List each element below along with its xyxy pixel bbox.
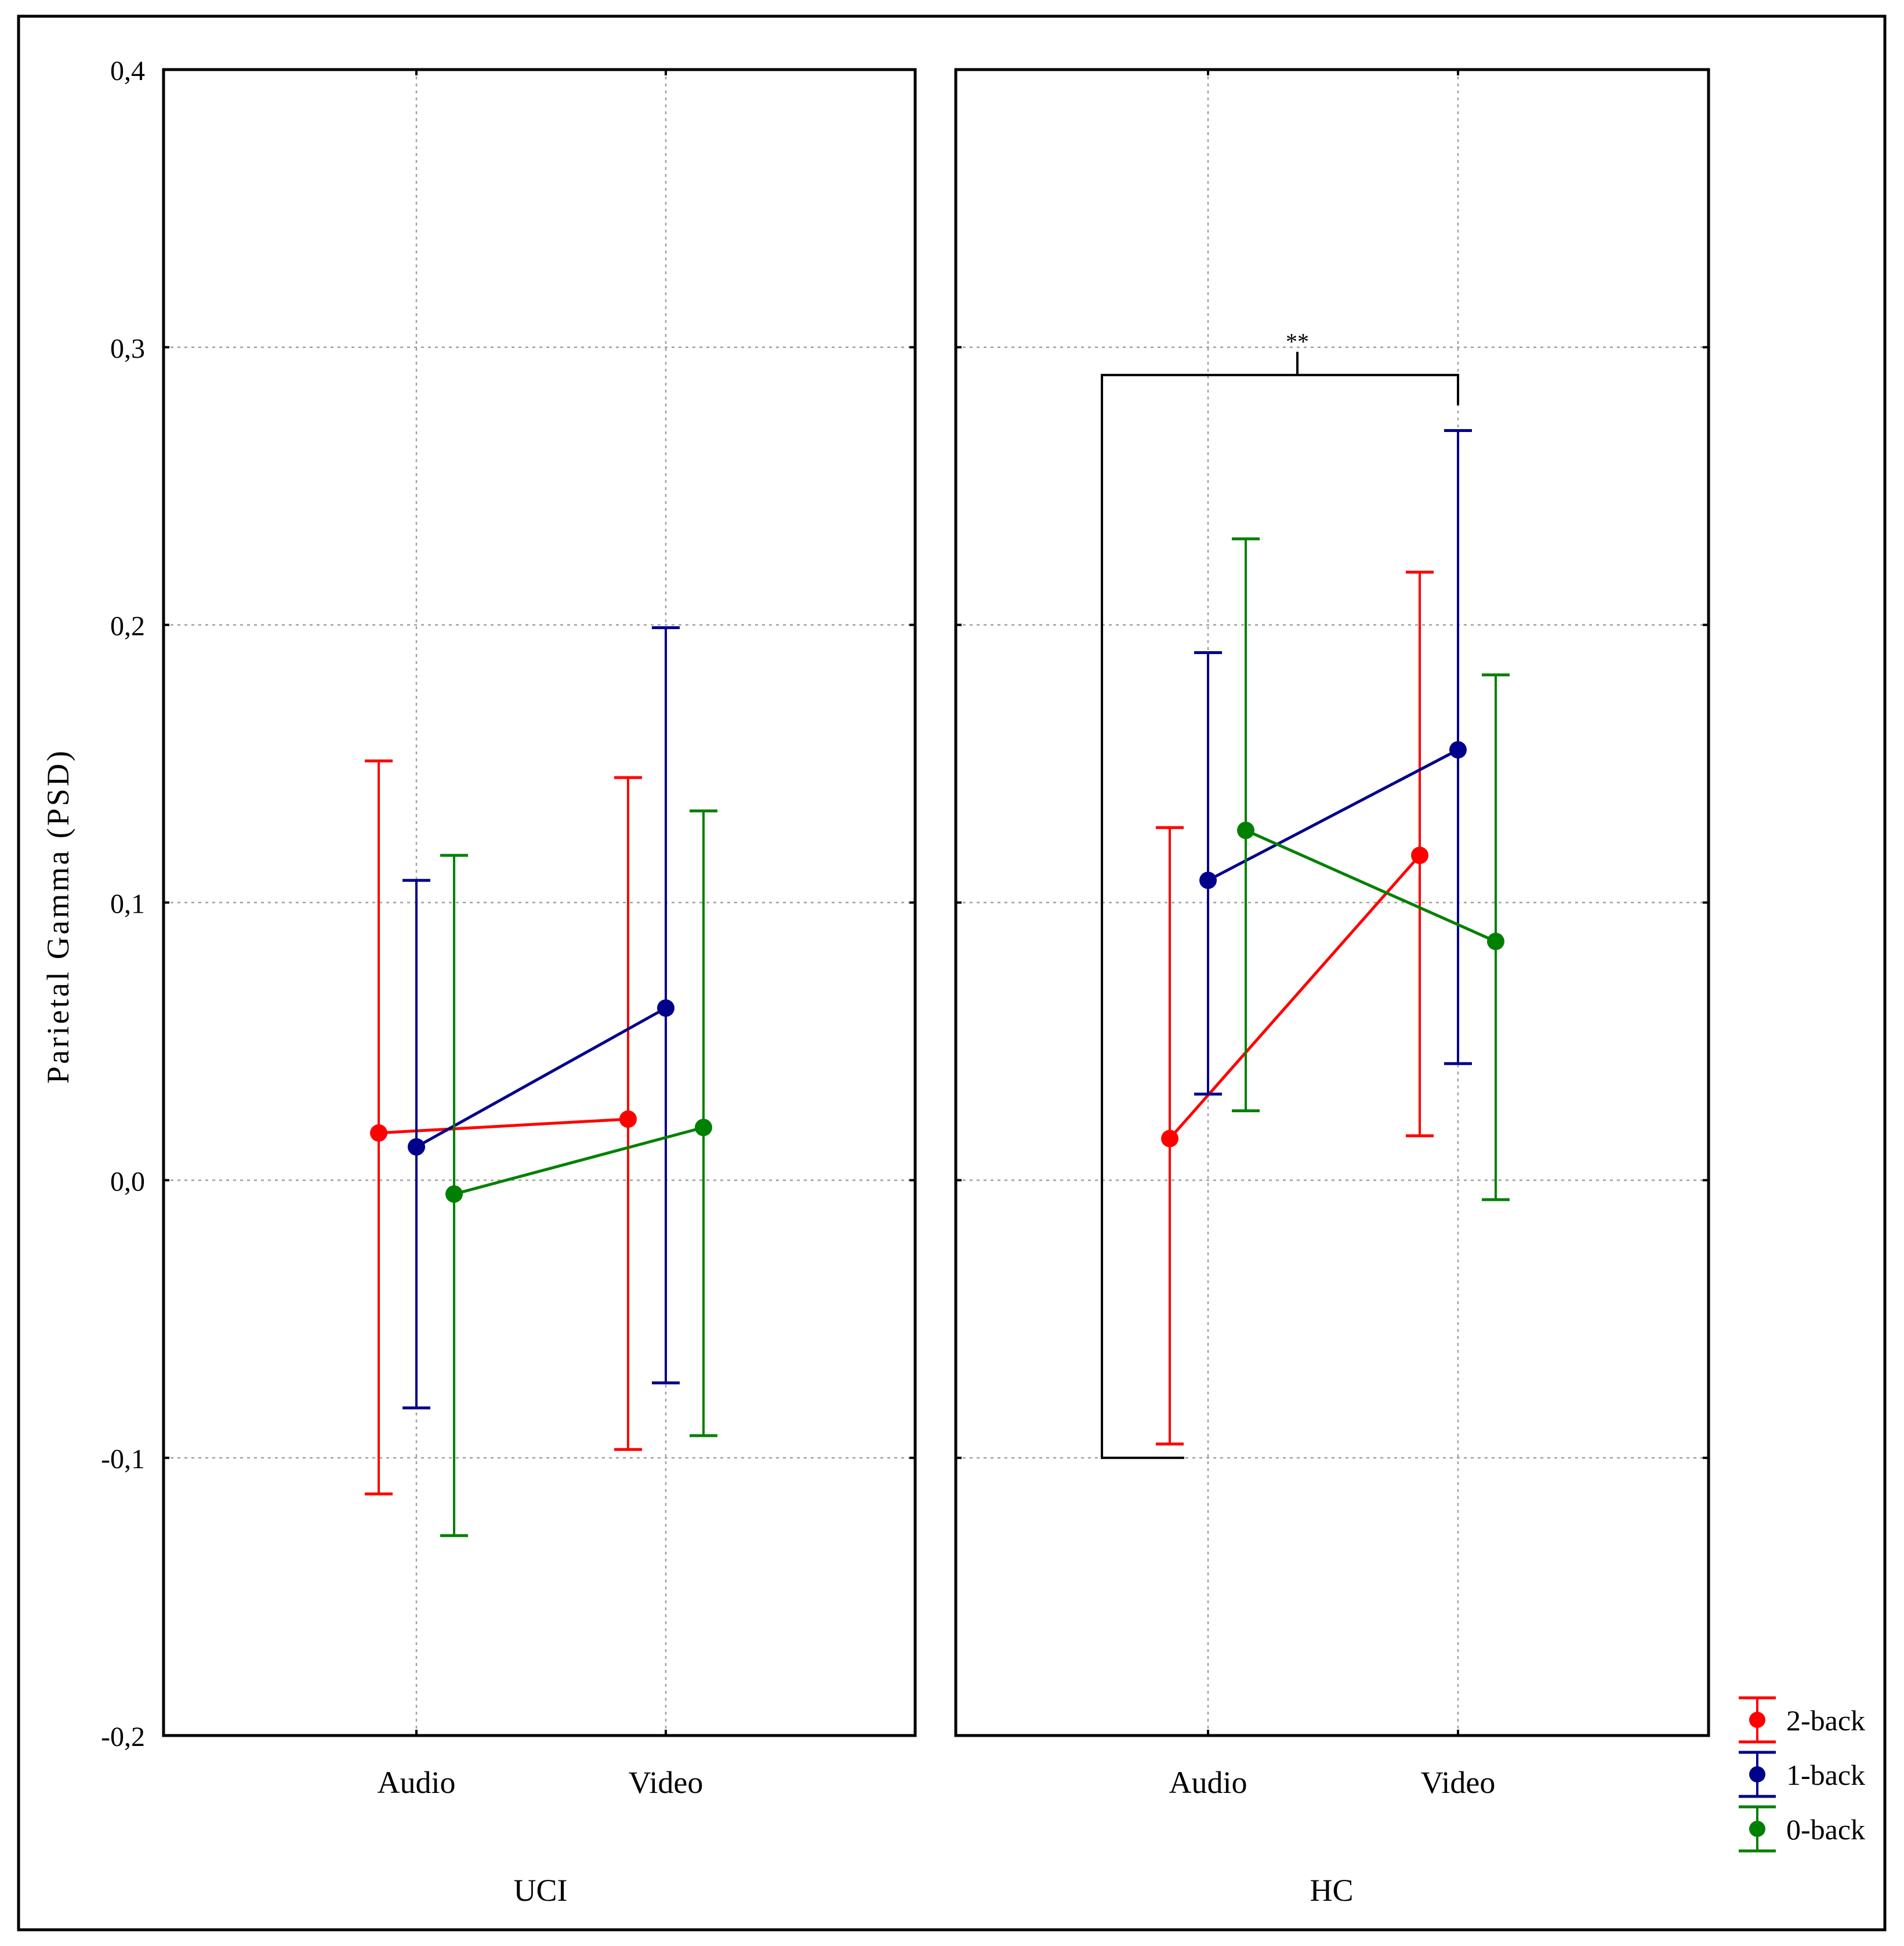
data-point-1back <box>657 999 674 1017</box>
y-tick-label: 0,0 <box>110 1166 145 1197</box>
series-line-0back-hc <box>1245 829 1497 943</box>
x-tick-label-video: Video <box>1421 1765 1496 1800</box>
legend-label-2back: 2-back <box>1786 1704 1865 1737</box>
series-line-2back-hc <box>1169 854 1421 1140</box>
y-axis-label: Parietal Gamma (PSD) <box>41 749 75 1084</box>
y-tick-label: 0,3 <box>110 333 145 364</box>
data-point-2back <box>1411 847 1428 865</box>
series-line-0back-uci <box>454 1126 704 1196</box>
data-point-0back <box>445 1185 463 1203</box>
data-point-1back <box>1199 872 1217 890</box>
data-point-0back <box>1487 932 1504 950</box>
significance-label: ** <box>1286 329 1309 355</box>
data-point-1back <box>1449 741 1467 759</box>
group-label-uci: UCI <box>514 1873 568 1908</box>
legend-marker-1back <box>1749 1766 1765 1782</box>
data-point-2back <box>370 1124 387 1142</box>
legend-label-0back: 0-back <box>1786 1813 1865 1846</box>
x-tick-label-video: Video <box>629 1765 703 1800</box>
data-point-1back <box>408 1138 425 1156</box>
outer-frame <box>17 14 1887 1932</box>
legend-label-1back: 1-back <box>1786 1759 1865 1791</box>
significance-bracket <box>1101 373 1459 1460</box>
series-line-2back-uci <box>378 1117 629 1135</box>
y-tick-label: -0,2 <box>101 1722 145 1752</box>
data-point-0back <box>1237 822 1254 840</box>
series-line-1back-hc <box>1207 748 1459 882</box>
legend-marker-2back <box>1749 1712 1765 1728</box>
data-point-2back <box>1161 1130 1178 1148</box>
y-tick-label: 0,4 <box>110 56 145 86</box>
group-label-hc: HC <box>1310 1873 1353 1908</box>
x-tick-label-audio: Audio <box>378 1765 456 1800</box>
y-tick-label: -0,1 <box>101 1444 145 1475</box>
series-line-1back-uci <box>415 1007 667 1149</box>
x-tick-label-audio: Audio <box>1169 1765 1247 1800</box>
y-tick-label: 0,2 <box>110 611 145 642</box>
legend-marker-0back <box>1749 1821 1765 1837</box>
data-point-0back <box>695 1119 712 1137</box>
y-tick-label: 0,1 <box>110 889 145 920</box>
data-point-2back <box>619 1110 637 1128</box>
